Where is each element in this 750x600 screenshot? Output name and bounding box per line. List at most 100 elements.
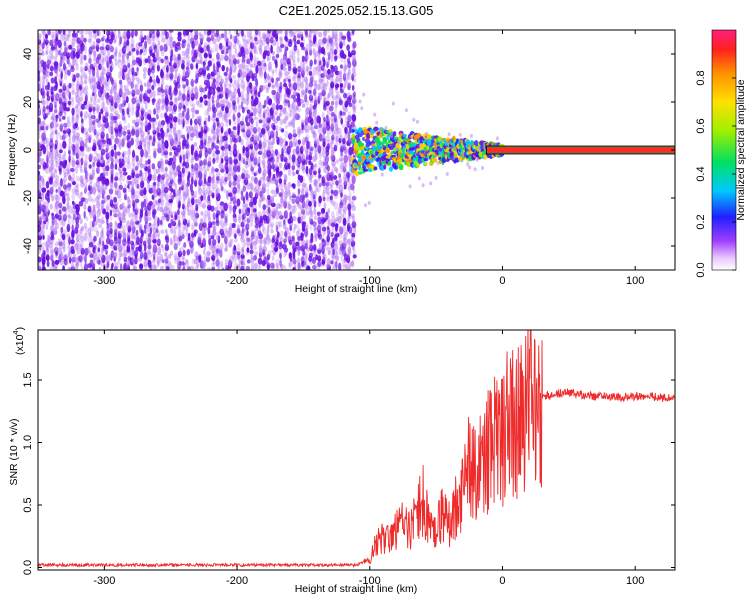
spectrogram-noise-cell [144, 40, 148, 49]
spectrogram-noise-cell [68, 175, 72, 181]
spectrogram-noise-cell [292, 128, 296, 137]
spectrogram-noise-cell [131, 169, 135, 179]
spectrogram-noise-cell [182, 110, 185, 117]
spectrogram-noise-cell [276, 90, 280, 99]
spectrogram-noise-cell [229, 66, 233, 76]
spectrogram-noise-cell [50, 175, 54, 181]
spectrogram-noise-cell [48, 102, 54, 111]
spectrogram-noise-cell [153, 231, 157, 240]
spectrogram-noise-cell [204, 150, 208, 158]
spectrogram-noise-cell [122, 231, 127, 239]
spectrogram-noise-cell [50, 131, 54, 140]
spectrogram-noise-cell [53, 168, 58, 173]
spectrogram-noise-cell [193, 217, 198, 225]
spectrogram-noise-cell [339, 83, 344, 88]
spectrogram-noise-cell [131, 107, 135, 116]
spectrogram-noise-cell [168, 113, 174, 121]
spectrogram-noise-cell [186, 159, 189, 168]
spectrogram-noise-cell [267, 130, 271, 138]
spectrogram-noise-cell [140, 251, 143, 260]
spectrogram-noise-cell [131, 187, 135, 196]
spectrogram-noise-cell [161, 258, 166, 263]
spectrogram-noise-cell [216, 128, 219, 138]
spectrogram-noise-cell [220, 242, 224, 251]
spectrogram-noise-cell [92, 123, 96, 133]
spectrogram-noise-cell [102, 208, 107, 215]
spectrogram-noise-cell [109, 221, 113, 228]
spectrogram-noise-cell [51, 112, 56, 121]
spectrogram-noise-cell [234, 63, 238, 71]
spectrogram-noise-cell [177, 31, 182, 37]
spectrogram-noise-cell [105, 44, 110, 51]
spectrogram-noise-cell [224, 75, 228, 81]
spectrogram-noise-cell [108, 95, 114, 103]
spectrogram-noise-cell [251, 134, 255, 142]
spectrogram-noise-cell [87, 227, 91, 237]
spectrogram-noise-cell [83, 37, 87, 43]
spectrogram-noise-cell [156, 30, 160, 38]
spectrogram-signal-cell [358, 171, 363, 175]
spectrogram-noise-cell [169, 85, 172, 93]
spectrogram-noise-cell [191, 164, 194, 169]
spectrogram-noise-cell [95, 215, 100, 222]
spectrogram-noise-cell [228, 57, 232, 64]
spectrogram-noise-cell [212, 62, 216, 72]
spectrogram-noise-cell [228, 83, 232, 91]
spectrogram-noise-cell [314, 186, 319, 193]
spectrogram-noise-cell [205, 79, 211, 85]
spectrogram-noise-cell [229, 97, 233, 103]
spectrogram-noise-cell [100, 250, 104, 259]
spectrogram-noise-cell [46, 189, 50, 197]
spectrogram-signal-cell [373, 126, 379, 132]
spectrogram-noise-cell [276, 156, 279, 163]
spectrogram-noise-cell [227, 202, 232, 209]
spectrogram-noise-cell [240, 209, 244, 215]
spectrogram-noise-cell [121, 108, 125, 113]
spectrogram-noise-cell [128, 212, 132, 218]
spectrogram-noise-cell [265, 234, 270, 241]
spectrogram-noise-cell [267, 142, 271, 152]
spectrogram-noise-cell [146, 96, 151, 103]
spectrogram-noise-cell [81, 118, 84, 124]
spectrogram-noise-cell [155, 228, 159, 234]
spectrogram-noise-cell [161, 104, 165, 111]
spectrogram-noise-cell [262, 141, 266, 150]
spectrogram-noise-cell [41, 132, 46, 142]
spectrogram-noise-cell [302, 37, 305, 46]
spectrogram-noise-cell [227, 111, 231, 119]
spectrogram-noise-cell [134, 180, 140, 189]
spectrogram-noise-cell [58, 241, 63, 247]
spectrogram-noise-cell [126, 52, 130, 60]
spectrogram-noise-cell [254, 36, 258, 42]
spectrogram-noise-cell [88, 182, 93, 189]
spectrogram-noise-cell [113, 143, 117, 151]
spectrogram-noise-cell [248, 68, 253, 77]
spectrogram-noise-cell [283, 190, 289, 200]
spectrogram-noise-cell [204, 209, 209, 217]
spectrogram-noise-cell [228, 119, 232, 126]
spectrogram-noise-cell [255, 234, 259, 243]
spectrogram-noise-cell [288, 131, 292, 137]
spectrogram-noise-cell [347, 68, 351, 76]
spectrogram-noise-cell [301, 183, 305, 191]
spectrogram-noise-cell [156, 233, 161, 239]
spectrogram-noise-cell [207, 106, 212, 112]
spectrogram-noise-cell [173, 252, 178, 260]
spectrogram-noise-cell [305, 239, 309, 247]
spectrogram-noise-cell [224, 230, 229, 239]
spectrogram-noise-cell [76, 30, 80, 34]
spectrogram-noise-cell [246, 125, 251, 132]
spectrogram-noise-cell [97, 218, 102, 223]
spectrogram-noise-cell [136, 163, 140, 170]
spectrogram-noise-cell [113, 39, 117, 44]
spectrogram-noise-cell [75, 159, 80, 166]
spectrogram-noise-cell [55, 93, 60, 101]
spectrogram-noise-cell [152, 30, 155, 35]
spectrogram-noise-cell [341, 35, 347, 40]
spectrogram-noise-cell [187, 219, 191, 225]
spectrogram-noise-cell [137, 128, 143, 134]
spectrogram-noise-cell [83, 72, 88, 79]
spectrogram-noise-cell [234, 48, 238, 54]
spectrogram-noise-cell [212, 150, 216, 158]
spectrogram-noise-cell [169, 179, 174, 184]
